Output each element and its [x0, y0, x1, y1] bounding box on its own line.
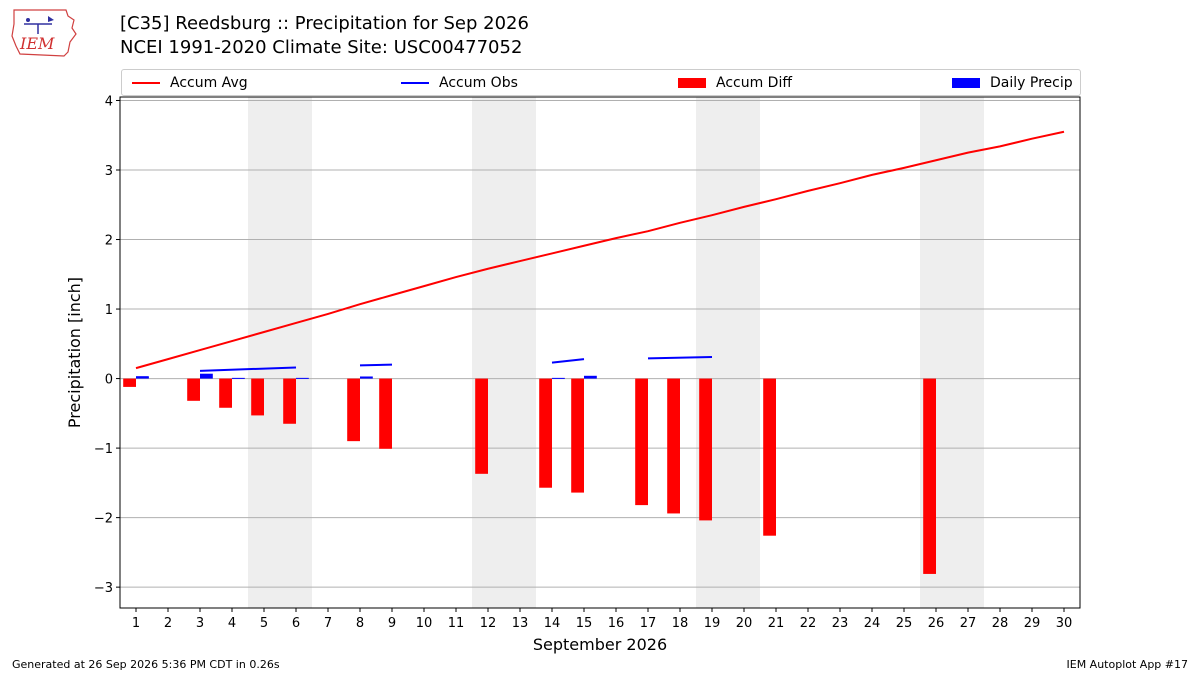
- x-tick-label: 14: [544, 616, 561, 631]
- accum-diff-bar: [699, 378, 712, 521]
- accum-diff-bar: [763, 378, 776, 536]
- x-axis-ticks: 1 2 3 4 5 6 7 8 9 10 11 12 13 14 15 16 17 18 19 20 21 22 23 24 2…: [132, 608, 1072, 631]
- weekend-band-3: [696, 97, 760, 608]
- plot-frame: [119, 96, 1081, 609]
- legend-label-accum-obs: Accum Obs: [439, 74, 518, 91]
- accum-diff-bar: [379, 378, 392, 449]
- accum-diff-bar: [571, 378, 584, 493]
- legend-swatch-accum-diff: [678, 77, 706, 88]
- x-tick-label: 17: [640, 616, 657, 631]
- legend-label-daily-precip: Daily Precip: [990, 74, 1073, 91]
- footer-app-id: IEM Autoplot App #17: [1066, 658, 1189, 671]
- x-tick-label: 29: [1024, 616, 1041, 631]
- x-tick-label: 15: [576, 616, 593, 631]
- accum-diff-bar: [123, 378, 136, 387]
- x-tick-label: 2: [164, 616, 172, 631]
- y-tick-label: 0: [105, 373, 113, 388]
- x-axis-label: September 2026: [533, 635, 667, 654]
- y-tick-label: 4: [105, 94, 113, 109]
- x-tick-label: 10: [416, 616, 433, 631]
- accum-avg-line: [135, 130, 1065, 370]
- accum-obs-segment: [647, 356, 713, 360]
- accum-diff-bars: [123, 378, 936, 574]
- accum-diff-bar: [475, 378, 488, 474]
- x-tick-label: 26: [928, 616, 945, 631]
- footer-generated: Generated at 26 Sep 2026 5:36 PM CDT in …: [12, 658, 280, 671]
- y-tick-label: −3: [94, 581, 113, 596]
- legend-label-accum-diff: Accum Diff: [716, 74, 793, 91]
- x-tick-label: 30: [1056, 616, 1073, 631]
- x-tick-label: 12: [480, 616, 497, 631]
- x-tick-label: 11: [448, 616, 465, 631]
- grid-lines: [120, 99, 1080, 588]
- x-tick-label: 5: [260, 616, 268, 631]
- accum-diff-bar: [635, 378, 648, 506]
- daily-precip-bar: [200, 373, 213, 379]
- accum-avg-series: [135, 130, 1065, 370]
- x-tick-label: 6: [292, 616, 300, 631]
- accum-obs-segment: [551, 358, 585, 364]
- accum-diff-bar: [219, 378, 232, 408]
- weekend-band-2: [472, 97, 536, 608]
- x-tick-label: 13: [512, 616, 529, 631]
- y-tick-label: 2: [105, 234, 113, 249]
- legend-swatch-accum-avg: [132, 81, 160, 84]
- chart-title: [C35] Reedsburg :: Precipitation for Sep…: [120, 13, 529, 34]
- x-tick-label: 9: [388, 616, 396, 631]
- x-tick-label: 22: [800, 616, 817, 631]
- accum-obs-lines: [136, 356, 713, 379]
- legend-swatch-daily-precip: [952, 77, 980, 88]
- daily-precip-bar: [584, 375, 597, 379]
- daily-precip-bar: [552, 377, 565, 379]
- legend-label-accum-avg: Accum Avg: [170, 74, 248, 91]
- x-tick-label: 21: [768, 616, 785, 631]
- iem-logo: IEM: [11, 9, 77, 57]
- y-axis-ticks: 4 3 2 1 0 −1 −2 −3: [94, 94, 120, 596]
- accum-diff-bar: [283, 378, 296, 424]
- x-tick-label: 4: [228, 616, 236, 631]
- x-tick-label: 23: [832, 616, 849, 631]
- x-tick-label: 18: [672, 616, 689, 631]
- chart-subtitle: NCEI 1991-2020 Climate Site: USC00477052: [120, 37, 523, 58]
- accum-diff-bar: [539, 378, 552, 488]
- x-tick-label: 19: [704, 616, 721, 631]
- x-tick-label: 1: [132, 616, 140, 631]
- accum-diff-bar: [251, 378, 264, 416]
- accum-obs-segment: [359, 363, 393, 367]
- y-axis-label: Precipitation [inch]: [65, 277, 84, 428]
- x-tick-label: 27: [960, 616, 977, 631]
- accum-diff-bar: [347, 378, 360, 442]
- accum-diff-bar: [923, 378, 936, 574]
- daily-precip-bar: [360, 376, 373, 379]
- x-tick-label: 28: [992, 616, 1009, 631]
- legend-item-accum-diff: Accum Diff: [678, 70, 792, 95]
- weekend-shading: [248, 97, 984, 608]
- legend-item-daily-precip: Daily Precip: [952, 70, 1073, 95]
- accum-diff-bar: [187, 378, 200, 401]
- weekend-band-1: [248, 97, 312, 608]
- legend-item-accum-avg: Accum Avg: [132, 70, 248, 95]
- x-tick-label: 24: [864, 616, 881, 631]
- x-tick-label: 25: [896, 616, 913, 631]
- accum-obs-segment: [199, 366, 297, 372]
- x-tick-label: 20: [736, 616, 753, 631]
- x-tick-label: 8: [356, 616, 364, 631]
- daily-precip-bar: [296, 377, 309, 379]
- daily-precip-bar: [232, 377, 245, 379]
- logo-text: IEM: [19, 34, 55, 53]
- legend: Accum Avg Accum Obs Accum Diff Daily Pre…: [121, 69, 1081, 96]
- y-tick-label: 3: [105, 164, 113, 179]
- x-tick-label: 16: [608, 616, 625, 631]
- legend-item-accum-obs: Accum Obs: [401, 70, 518, 95]
- x-tick-label: 3: [196, 616, 204, 631]
- y-tick-label: 1: [105, 303, 113, 318]
- y-tick-label: −2: [94, 512, 113, 527]
- legend-swatch-accum-obs: [401, 81, 429, 84]
- accum-diff-bar: [667, 378, 680, 514]
- y-tick-label: −1: [94, 442, 113, 457]
- x-tick-label: 7: [324, 616, 332, 631]
